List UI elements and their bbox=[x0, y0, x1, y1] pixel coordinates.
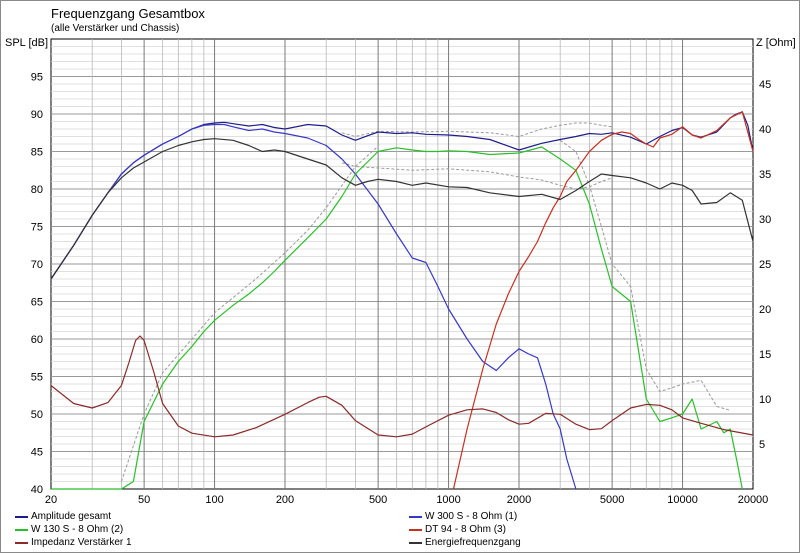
y-right-tick-label: 45 bbox=[759, 79, 771, 91]
x-tick-label: 5000 bbox=[600, 494, 624, 506]
y-left-tick-label: 95 bbox=[31, 72, 43, 84]
x-tick-label: 2000 bbox=[507, 494, 531, 506]
x-tick-label: 50 bbox=[138, 494, 150, 506]
y-left-tick-label: 60 bbox=[31, 334, 43, 346]
y-right-tick-label: 35 bbox=[759, 169, 771, 181]
legend-item-w130: W 130 S - 8 Ohm (2) bbox=[15, 524, 123, 535]
legend-label: Energiefrequenzgang bbox=[425, 537, 521, 548]
x-tick-label: 100 bbox=[205, 494, 223, 506]
series-line bbox=[50, 335, 754, 438]
legend-item-impedance: Impedanz Verstärker 1 bbox=[15, 537, 132, 548]
y-axis-left-label: SPL [dB] bbox=[5, 37, 49, 49]
legend-swatch bbox=[15, 528, 28, 531]
x-tick-label: 1000 bbox=[436, 494, 460, 506]
y-left-tick-label: 90 bbox=[31, 109, 43, 121]
x-tick-label: 20 bbox=[45, 494, 57, 506]
y-right-tick-label: 25 bbox=[759, 259, 771, 271]
y-left-tick-label: 45 bbox=[31, 447, 43, 459]
legend-label: DT 94 - 8 Ohm (3) bbox=[425, 524, 506, 535]
y-axis-right-label: Z [Ohm] bbox=[756, 37, 796, 49]
y-right-tick-label: 10 bbox=[759, 394, 771, 406]
x-tick-label: 10000 bbox=[667, 494, 698, 506]
legend-swatch bbox=[409, 541, 422, 544]
y-left-tick-label: 50 bbox=[31, 409, 43, 421]
legend-swatch bbox=[409, 515, 422, 518]
legend-label: Impedanz Verstärker 1 bbox=[31, 537, 132, 548]
y-left-tick-label: 55 bbox=[31, 372, 43, 384]
chart-subtitle: (alle Verstärker und Chassis) bbox=[51, 23, 180, 34]
legend-item-dt94: DT 94 - 8 Ohm (3) bbox=[409, 524, 506, 535]
legend-swatch bbox=[15, 515, 28, 518]
chart-title: Frequenzgang Gesamtbox bbox=[51, 6, 205, 21]
y-left-tick-label: 40 bbox=[31, 484, 43, 496]
series-line bbox=[452, 111, 754, 490]
legend-label: W 300 S - 8 Ohm (1) bbox=[425, 511, 518, 522]
reference-line bbox=[341, 122, 613, 138]
y-left-tick-label: 85 bbox=[31, 147, 43, 159]
y-left-tick-label: 70 bbox=[31, 259, 43, 271]
x-tick-label: 20000 bbox=[738, 494, 769, 506]
y-left-tick-label: 80 bbox=[31, 184, 43, 196]
legend-item-amplitude: Amplitude gesamt bbox=[15, 511, 111, 522]
series-line bbox=[50, 138, 754, 280]
legend-item-energy: Energiefrequenzgang bbox=[409, 537, 521, 548]
y-right-tick-label: 5 bbox=[759, 439, 765, 451]
y-right-tick-label: 15 bbox=[759, 349, 771, 361]
legend-label: W 130 S - 8 Ohm (2) bbox=[31, 524, 124, 535]
y-left-tick-label: 75 bbox=[31, 222, 43, 234]
legend-swatch bbox=[15, 541, 28, 544]
y-right-tick-label: 20 bbox=[759, 304, 771, 316]
legend-label: Amplitude gesamt bbox=[31, 511, 112, 522]
series-line bbox=[50, 123, 577, 490]
legend-swatch bbox=[409, 528, 422, 531]
legend-item-w300: W 300 S - 8 Ohm (1) bbox=[409, 511, 517, 522]
reference-line bbox=[559, 139, 731, 411]
x-tick-label: 500 bbox=[369, 494, 387, 506]
y-right-tick-label: 30 bbox=[759, 214, 771, 226]
y-left-tick-label: 65 bbox=[31, 297, 43, 309]
reference-line bbox=[120, 145, 379, 482]
x-tick-label: 200 bbox=[276, 494, 294, 506]
y-right-tick-label: 40 bbox=[759, 124, 771, 136]
